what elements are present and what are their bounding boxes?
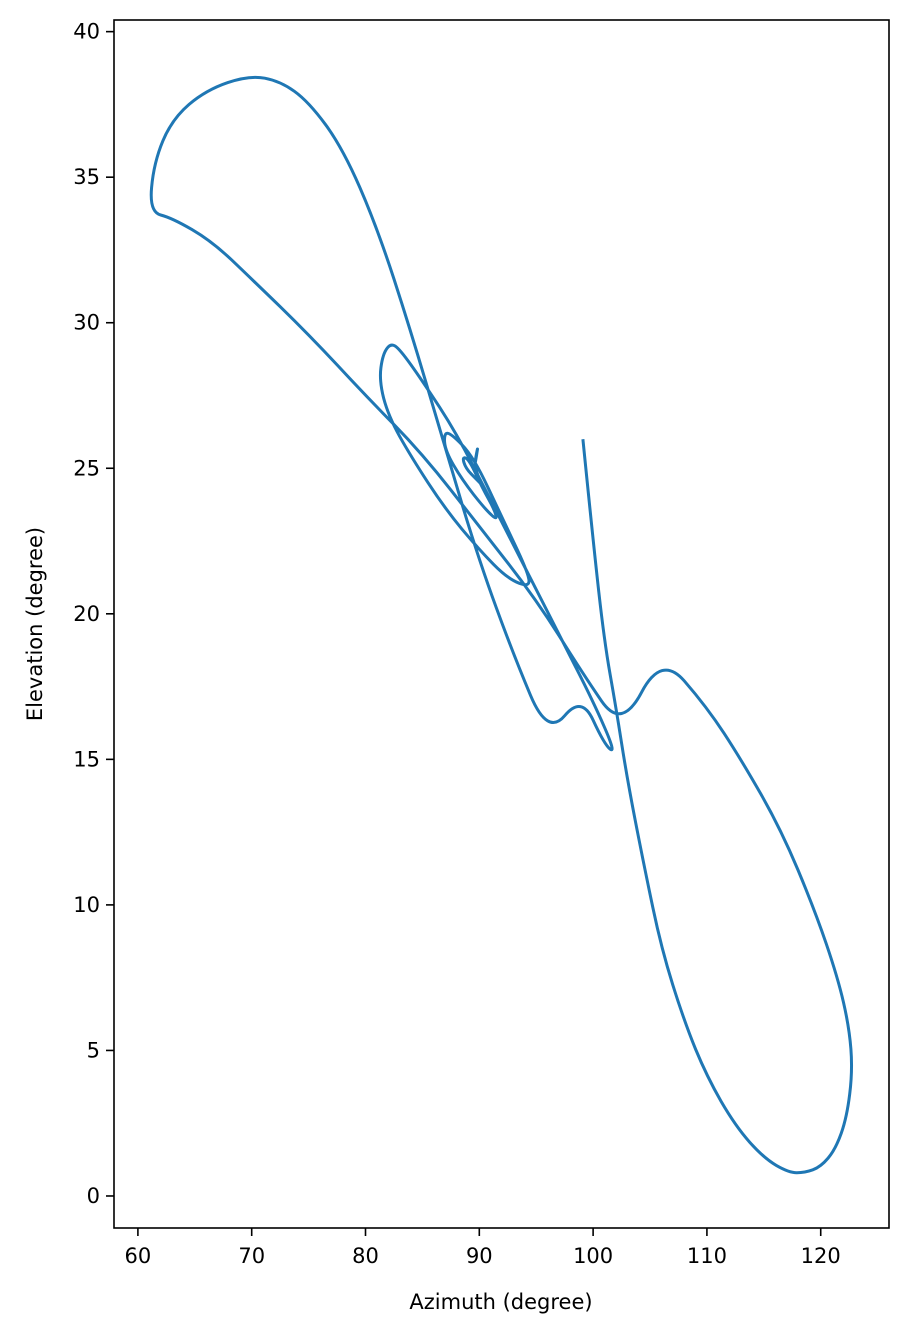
y-axis-ticks: 0 5 10 15 20 25 30 35 40: [73, 20, 114, 1208]
x-tick-label: 70: [238, 1244, 265, 1268]
x-tick-label: 90: [466, 1244, 493, 1268]
series-layer: [149, 75, 854, 1175]
x-axis-ticks: 60 70 80 90 100 110 120: [125, 1228, 841, 1268]
y-tick-label: 15: [73, 747, 100, 771]
series-line-0: [149, 75, 854, 1175]
x-tick-label: 110: [687, 1244, 727, 1268]
y-tick-label: 5: [87, 1038, 100, 1062]
x-axis-label: Azimuth (degree): [409, 1290, 592, 1314]
plot-frame: [113, 19, 890, 1229]
x-tick-label: 60: [125, 1244, 152, 1268]
y-tick-label: 30: [73, 311, 100, 335]
y-tick-label: 35: [73, 165, 100, 189]
x-tick-label: 80: [352, 1244, 379, 1268]
x-tick-label: 100: [573, 1244, 613, 1268]
x-tick-label: 120: [801, 1244, 841, 1268]
y-axis-label: Elevation (degree): [23, 527, 47, 721]
y-tick-label: 20: [73, 602, 100, 626]
y-tick-label: 0: [87, 1184, 100, 1208]
y-tick-label: 40: [73, 20, 100, 44]
y-tick-label: 25: [73, 456, 100, 480]
y-tick-label: 10: [73, 893, 100, 917]
